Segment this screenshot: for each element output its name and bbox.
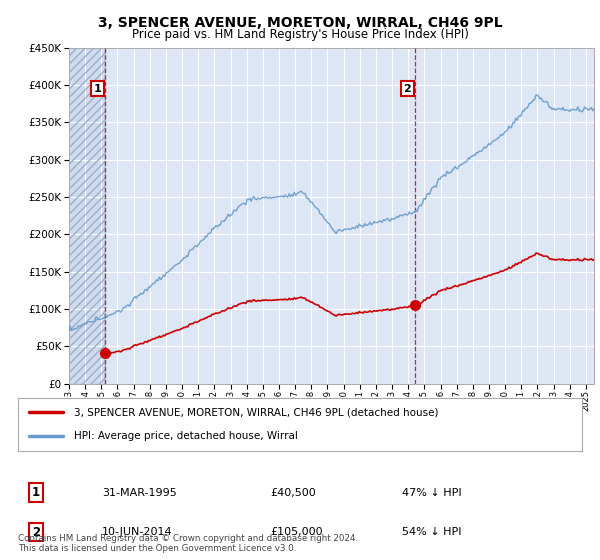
Text: 2: 2 — [404, 83, 411, 94]
Text: 2: 2 — [32, 525, 40, 539]
Text: 1: 1 — [32, 486, 40, 500]
Text: 47% ↓ HPI: 47% ↓ HPI — [402, 488, 461, 498]
Text: Price paid vs. HM Land Registry's House Price Index (HPI): Price paid vs. HM Land Registry's House … — [131, 28, 469, 41]
Text: 3, SPENCER AVENUE, MORETON, WIRRAL, CH46 9PL: 3, SPENCER AVENUE, MORETON, WIRRAL, CH46… — [98, 16, 502, 30]
Text: Contains HM Land Registry data © Crown copyright and database right 2024.
This d: Contains HM Land Registry data © Crown c… — [18, 534, 358, 553]
Text: HPI: Average price, detached house, Wirral: HPI: Average price, detached house, Wirr… — [74, 431, 298, 441]
Text: 31-MAR-1995: 31-MAR-1995 — [102, 488, 177, 498]
Bar — [69, 48, 106, 384]
Bar — [69, 48, 106, 384]
Text: £105,000: £105,000 — [270, 527, 323, 537]
Text: 1: 1 — [94, 83, 101, 94]
Text: 54% ↓ HPI: 54% ↓ HPI — [402, 527, 461, 537]
Text: 10-JUN-2014: 10-JUN-2014 — [102, 527, 173, 537]
Text: 3, SPENCER AVENUE, MORETON, WIRRAL, CH46 9PL (detached house): 3, SPENCER AVENUE, MORETON, WIRRAL, CH46… — [74, 408, 439, 418]
Text: £40,500: £40,500 — [270, 488, 316, 498]
